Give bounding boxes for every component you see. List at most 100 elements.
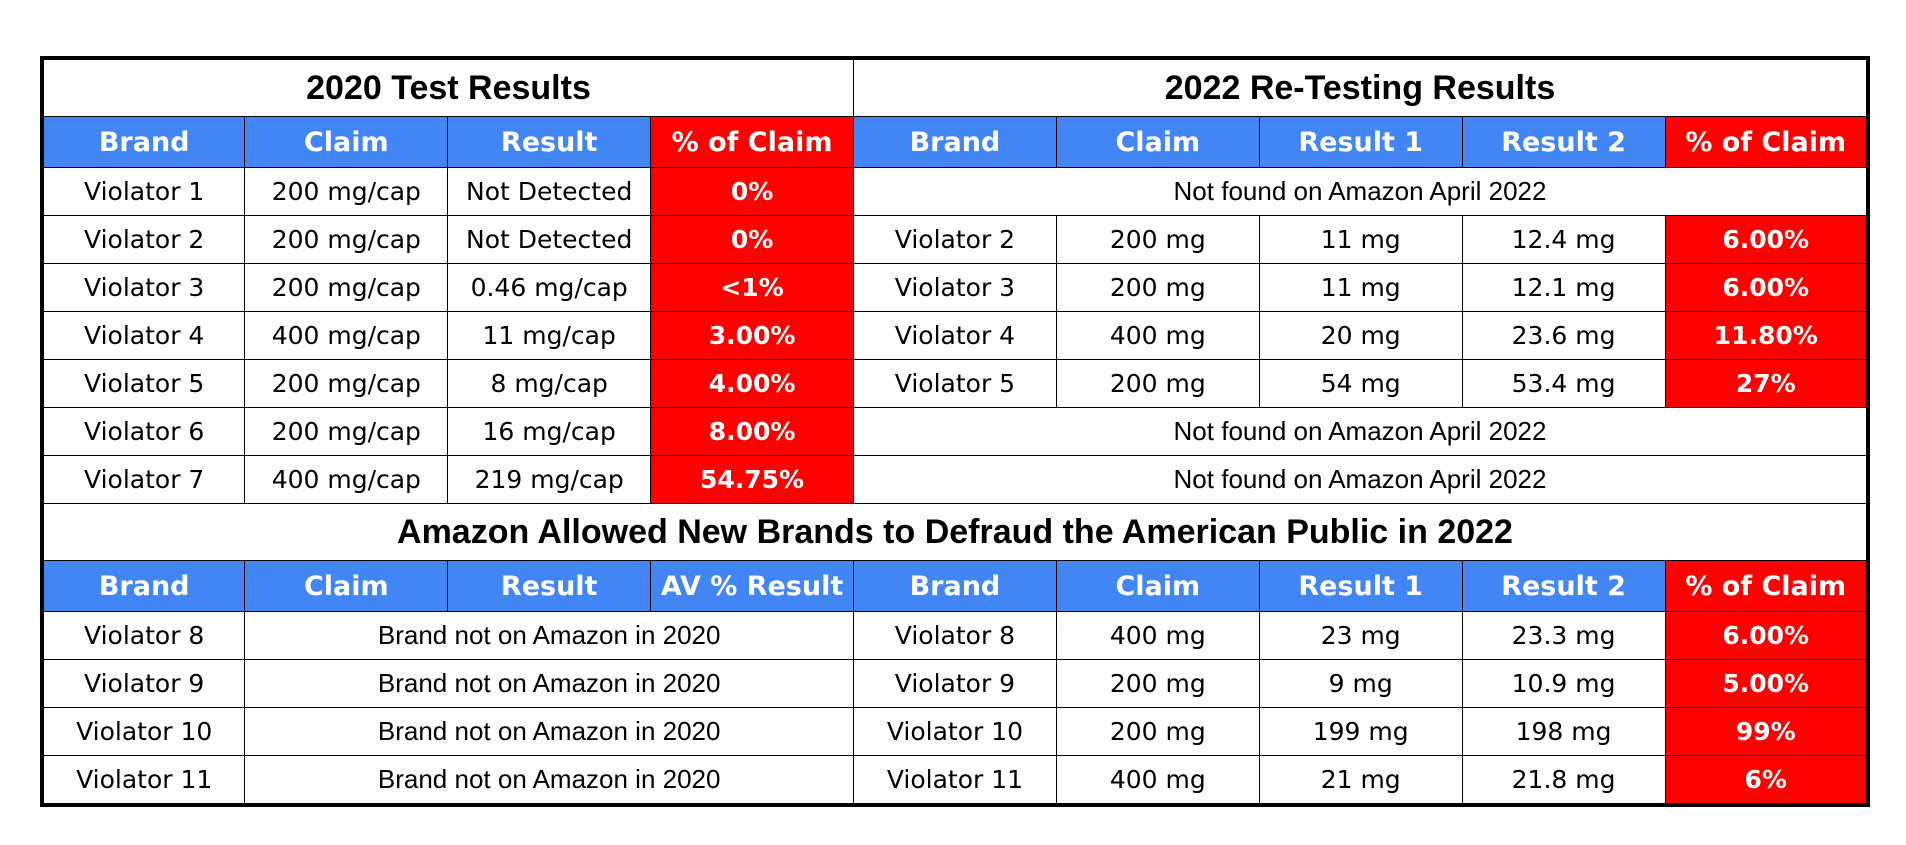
brand-cell: Violator 11 bbox=[853, 755, 1057, 806]
header-row-top: Brand Claim Result% of Claim Brand Claim Resu… bbox=[41, 116, 1869, 168]
brand-cell: Violator 9 bbox=[41, 659, 246, 708]
table-row: Violator 4 400 mg/cap 11 mg/cap 3.00% Violat… bbox=[41, 311, 1869, 360]
title-new-brands: Amazon Allowed New Brands to Defraud the… bbox=[41, 503, 1869, 561]
section-title-row: Amazon Allowed New Brands to Defraud the… bbox=[41, 503, 1869, 561]
not-found-cell: Not found on Amazon April 2022 bbox=[853, 455, 1869, 504]
result2-cell: 10.9 mg bbox=[1461, 659, 1666, 708]
pct-claim-cell: 11.80% bbox=[1664, 311, 1869, 360]
result-cell: 16 mg/cap bbox=[447, 407, 652, 456]
claim-cell: 200 mg/cap bbox=[244, 167, 449, 216]
brand-cell: Violator 10 bbox=[41, 707, 246, 756]
column-header: Claim bbox=[1055, 560, 1260, 612]
pct-claim-cell: 6.00% bbox=[1664, 263, 1869, 312]
pct-claim-cell: 6.00% bbox=[1664, 611, 1869, 660]
claim-cell: 400 mg bbox=[1055, 311, 1260, 360]
result1-cell: 11 mg bbox=[1258, 215, 1463, 264]
pct-claim-cell: 3.00% bbox=[650, 311, 854, 360]
result1-cell: 199 mg bbox=[1258, 707, 1463, 756]
result-cell: 219 mg/cap bbox=[447, 455, 652, 504]
column-header: Result 1 bbox=[1258, 560, 1463, 612]
not-on-amazon-cell: Brand not on Amazon in 2020 bbox=[244, 755, 854, 806]
column-header: Result bbox=[447, 116, 652, 168]
pct-claim-cell: 0% bbox=[650, 167, 854, 216]
result2-cell: 12.1 mg bbox=[1461, 263, 1666, 312]
not-found-cell: Not found on Amazon April 2022 bbox=[853, 407, 1869, 456]
title-2020: 2020 Test Results bbox=[41, 57, 854, 117]
pct-claim-cell: 99% bbox=[1664, 707, 1869, 756]
brand-cell: Violator 4 bbox=[853, 311, 1057, 360]
table-body: 2020 Test Results 2022 Re-Testing Results… bbox=[41, 57, 1869, 806]
result2-cell: 198 mg bbox=[1461, 707, 1666, 756]
header-row-bottom: Brand Claim Result AV % Result Brand Claim Res… bbox=[41, 560, 1869, 612]
claim-cell: 200 mg bbox=[1055, 659, 1260, 708]
table-row: Violator 5 200 mg/cap 8 mg/cap 4.00% Violato… bbox=[41, 359, 1869, 408]
claim-cell: 200 mg bbox=[1055, 707, 1260, 756]
pct-claim-cell: 54.75% bbox=[650, 455, 854, 504]
column-header: Result 2 bbox=[1461, 560, 1666, 612]
not-on-amazon-cell: Brand not on Amazon in 2020 bbox=[244, 611, 854, 660]
column-header: % of Claim bbox=[1664, 116, 1869, 168]
results-table: 2020 Test Results 2022 Re-Testing Results… bbox=[40, 56, 1870, 807]
column-header: Claim bbox=[244, 116, 449, 168]
pct-claim-cell: 6% bbox=[1664, 755, 1869, 806]
table-row: Violator 9 Brand not on Amazon in 2020 Vio… bbox=[41, 659, 1869, 708]
claim-cell: 200 mg/cap bbox=[244, 263, 449, 312]
table-row: Violator 2 200 mg/cap Not Detected 0% Violat… bbox=[41, 215, 1869, 264]
brand-cell: Violator 3 bbox=[41, 263, 246, 312]
claim-cell: 200 mg/cap bbox=[244, 407, 449, 456]
result2-cell: 21.8 mg bbox=[1461, 755, 1666, 806]
brand-cell: Violator 2 bbox=[853, 215, 1057, 264]
title-2022: 2022 Re-Testing Results bbox=[853, 57, 1869, 117]
brand-cell: Violator 1 bbox=[41, 167, 246, 216]
result-cell: 0.46 mg/cap bbox=[447, 263, 652, 312]
result2-cell: 12.4 mg bbox=[1461, 215, 1666, 264]
result-cell: 8 mg/cap bbox=[447, 359, 652, 408]
column-header: Brand bbox=[853, 560, 1057, 612]
table-row: Violator 6 200 mg/cap 16 mg/cap 8.00% Not fo… bbox=[41, 407, 1869, 456]
pct-claim-cell: <1% bbox=[650, 263, 854, 312]
not-on-amazon-cell: Brand not on Amazon in 2020 bbox=[244, 659, 854, 708]
column-header: Brand bbox=[41, 116, 246, 168]
column-header: AV % Result bbox=[650, 560, 854, 612]
brand-cell: Violator 11 bbox=[41, 755, 246, 806]
brand-cell: Violator 9 bbox=[853, 659, 1057, 708]
claim-cell: 200 mg/cap bbox=[244, 359, 449, 408]
pct-claim-cell: 0% bbox=[650, 215, 854, 264]
pct-claim-cell: 4.00% bbox=[650, 359, 854, 408]
result2-cell: 23.3 mg bbox=[1461, 611, 1666, 660]
result1-cell: 21 mg bbox=[1258, 755, 1463, 806]
table-row: Violator 1 200 mg/cap Not Detected 0% Not fo… bbox=[41, 167, 1869, 216]
table-row: Violator 3 200 mg/cap 0.46 mg/cap <1% Violat… bbox=[41, 263, 1869, 312]
column-header: Result 2 bbox=[1461, 116, 1666, 168]
column-header: Claim bbox=[244, 560, 449, 612]
claim-cell: 200 mg bbox=[1055, 215, 1260, 264]
not-found-cell: Not found on Amazon April 2022 bbox=[853, 167, 1869, 216]
brand-cell: Violator 8 bbox=[41, 611, 246, 660]
table-row: Violator 11 Brand not on Amazon in 2020 Vi… bbox=[41, 755, 1869, 806]
claim-cell: 200 mg bbox=[1055, 359, 1260, 408]
claim-cell: 200 mg/cap bbox=[244, 215, 449, 264]
column-header: Result 1 bbox=[1258, 116, 1463, 168]
column-header: % of Claim bbox=[650, 116, 854, 168]
brand-cell: Violator 3 bbox=[853, 263, 1057, 312]
table-row: Violator 7 400 mg/cap 219 mg/cap 54.75% Not … bbox=[41, 455, 1869, 504]
table-row: Violator 8 Brand not on Amazon in 2020 Vio… bbox=[41, 611, 1869, 660]
section-title-row: 2020 Test Results 2022 Re-Testing Results bbox=[41, 57, 1869, 117]
pct-claim-cell: 5.00% bbox=[1664, 659, 1869, 708]
claim-cell: 400 mg bbox=[1055, 755, 1260, 806]
result-cell: Not Detected bbox=[447, 167, 652, 216]
result2-cell: 53.4 mg bbox=[1461, 359, 1666, 408]
not-on-amazon-cell: Brand not on Amazon in 2020 bbox=[244, 707, 854, 756]
result2-cell: 23.6 mg bbox=[1461, 311, 1666, 360]
column-header: Result bbox=[447, 560, 652, 612]
brand-cell: Violator 10 bbox=[853, 707, 1057, 756]
pct-claim-cell: 27% bbox=[1664, 359, 1869, 408]
result-cell: Not Detected bbox=[447, 215, 652, 264]
result1-cell: 9 mg bbox=[1258, 659, 1463, 708]
column-header: Brand bbox=[41, 560, 246, 612]
result1-cell: 23 mg bbox=[1258, 611, 1463, 660]
column-header: Claim bbox=[1055, 116, 1260, 168]
brand-cell: Violator 5 bbox=[853, 359, 1057, 408]
claim-cell: 400 mg/cap bbox=[244, 455, 449, 504]
column-header: Brand bbox=[853, 116, 1057, 168]
